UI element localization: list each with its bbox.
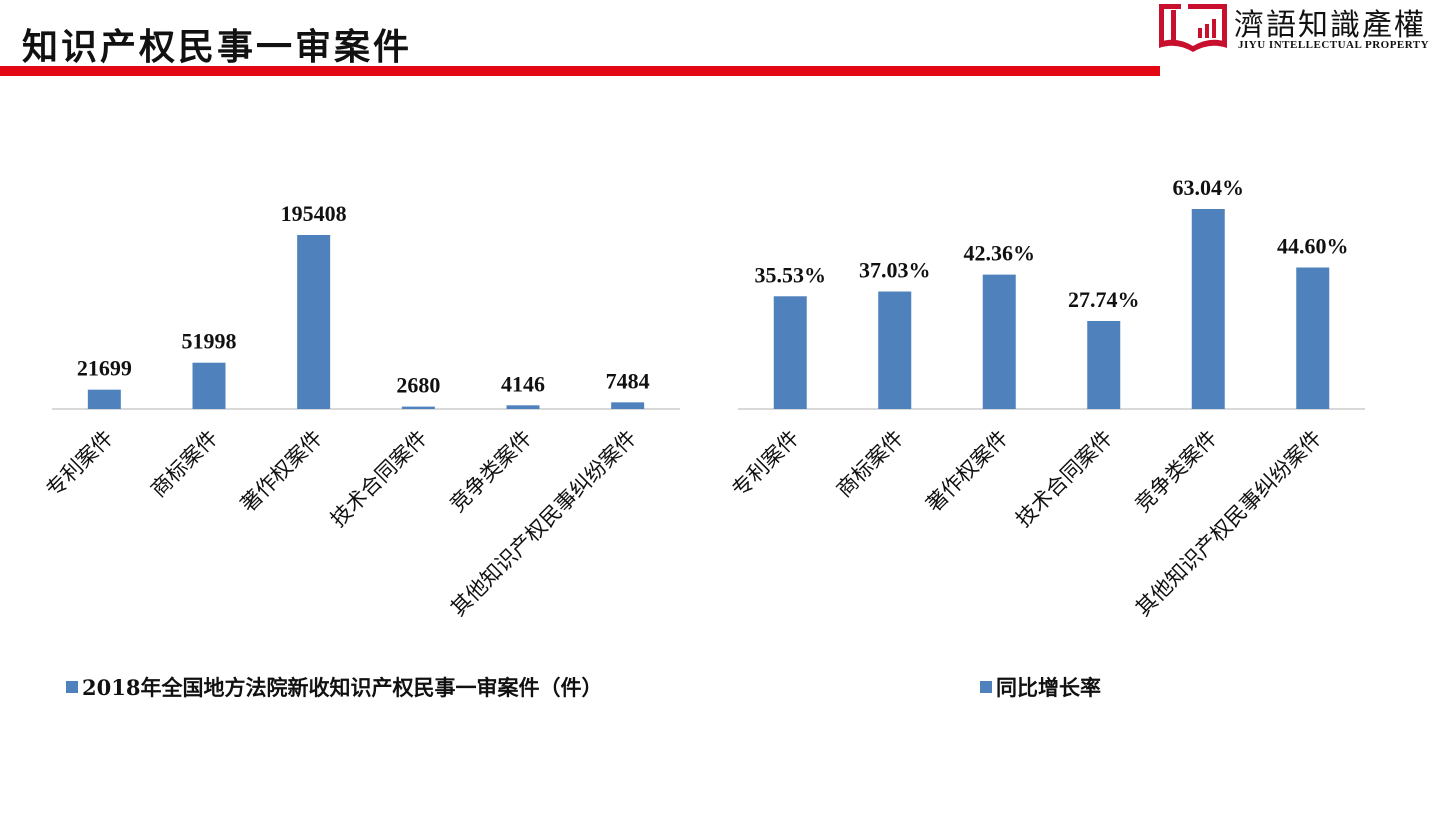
- logo-chinese-text: 濟語知識產權: [1234, 8, 1426, 43]
- bar: [401, 406, 435, 409]
- bar: [1087, 320, 1121, 409]
- data-label: 4146: [501, 371, 545, 396]
- data-label: 35.53%: [755, 262, 827, 287]
- brand-logo: 濟語知識產權 JIYU INTELLECTUAL PROPERTY: [1158, 0, 1448, 60]
- page-title: 知识产权民事一审案件: [22, 26, 413, 68]
- legend-swatch: [66, 681, 78, 693]
- category-tick-label: 技术合同案件: [1011, 426, 1117, 532]
- data-label: 51998: [182, 329, 237, 354]
- category-tick-label: 其他知识产权民事纠纷案件: [1131, 426, 1326, 621]
- bar: [773, 296, 807, 409]
- bar: [982, 274, 1016, 409]
- legend-swatch: [980, 681, 992, 693]
- category-tick-label: 竞争类案件: [1131, 426, 1222, 517]
- data-label: 37.03%: [859, 258, 931, 283]
- legend-label: 2018年全国地方法院新收知识产权民事一审案件（件）: [82, 675, 603, 700]
- data-label: 2680: [396, 373, 440, 398]
- bar: [1296, 267, 1330, 409]
- data-label: 21699: [77, 356, 132, 381]
- bar: [506, 405, 540, 409]
- growth-rate-legend: 同比增长率: [980, 672, 1101, 702]
- data-label: 7484: [606, 368, 650, 393]
- case-count-legend: 2018年全国地方法院新收知识产权民事一审案件（件）: [66, 672, 602, 702]
- category-tick-label: 著作权案件: [922, 426, 1013, 517]
- category-tick-label: 商标案件: [832, 426, 908, 502]
- bar: [611, 402, 645, 409]
- data-label: 63.04%: [1173, 175, 1245, 200]
- bar: [87, 389, 121, 409]
- bar: [192, 362, 226, 409]
- data-label: 195408: [281, 201, 347, 226]
- bar: [878, 291, 912, 409]
- category-tick-label: 专利案件: [727, 426, 803, 502]
- data-label: 27.74%: [1068, 287, 1140, 312]
- book-logo-icon: [1159, 4, 1227, 52]
- data-label: 42.36%: [964, 241, 1036, 266]
- legend-label: 同比增长率: [996, 675, 1101, 700]
- logo-english-text: JIYU INTELLECTUAL PROPERTY: [1238, 39, 1430, 51]
- bar: [1191, 209, 1225, 409]
- bar: [297, 235, 331, 409]
- data-label: 44.60%: [1277, 234, 1349, 259]
- title-rule: [0, 66, 1160, 76]
